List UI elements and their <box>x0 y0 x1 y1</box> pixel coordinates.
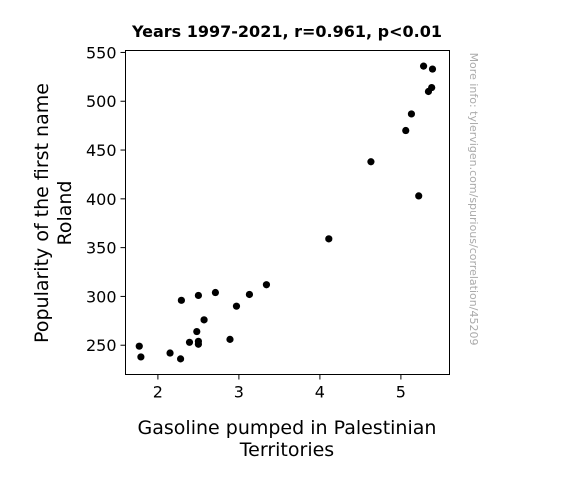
data-point-4 <box>177 296 185 304</box>
plot-area-frame <box>125 50 450 375</box>
data-point-2 <box>166 349 174 357</box>
data-point-21 <box>419 62 428 70</box>
y-tick-label: 450 <box>86 141 117 160</box>
data-point-16 <box>325 235 333 243</box>
data-points <box>135 62 437 363</box>
data-point-15 <box>262 281 271 289</box>
chart-title: Years 1997-2021, r=0.961, p<0.01 <box>131 22 442 41</box>
x-axis-label-line-2: Territories <box>239 439 334 461</box>
data-point-5 <box>185 338 194 346</box>
data-point-13 <box>232 302 241 310</box>
data-point-10 <box>200 316 208 324</box>
x-axis: 2 3 4 5 <box>153 374 406 402</box>
y-axis-label-line-2: Roland <box>54 181 76 246</box>
y-tick-label: 400 <box>86 190 117 209</box>
y-tick-label: 550 <box>86 43 117 62</box>
data-point-0 <box>135 342 143 350</box>
x-axis-label-line-1: Gasoline pumped in Palestinian <box>138 417 437 439</box>
y-tick-label: 250 <box>86 336 117 355</box>
data-point-3 <box>176 355 185 363</box>
x-tick-label: 4 <box>315 383 325 402</box>
data-point-6 <box>193 327 201 336</box>
y-tick-label: 300 <box>86 287 117 306</box>
x-tick-label: 2 <box>153 383 163 402</box>
data-point-18 <box>402 126 410 135</box>
data-point-20 <box>415 192 423 200</box>
data-point-9 <box>194 340 202 348</box>
y-axis: 250 300 350 400 450 500 550 <box>86 43 126 355</box>
data-point-11 <box>211 288 220 297</box>
x-tick-label: 3 <box>234 383 244 402</box>
data-point-23 <box>428 83 436 92</box>
data-point-19 <box>407 110 416 118</box>
data-point-17 <box>367 158 375 166</box>
x-tick-label: 5 <box>396 383 406 402</box>
watermark-text: More info: tylervigen.com/spurious/corre… <box>467 53 480 346</box>
data-point-24 <box>428 65 437 73</box>
data-point-1 <box>137 353 145 361</box>
y-axis-label-line-1: Popularity of the first name <box>31 83 53 343</box>
data-point-12 <box>226 335 234 343</box>
y-tick-label: 350 <box>86 239 117 258</box>
data-point-7 <box>194 291 202 300</box>
y-tick-label: 500 <box>86 92 117 111</box>
data-point-14 <box>245 290 254 299</box>
